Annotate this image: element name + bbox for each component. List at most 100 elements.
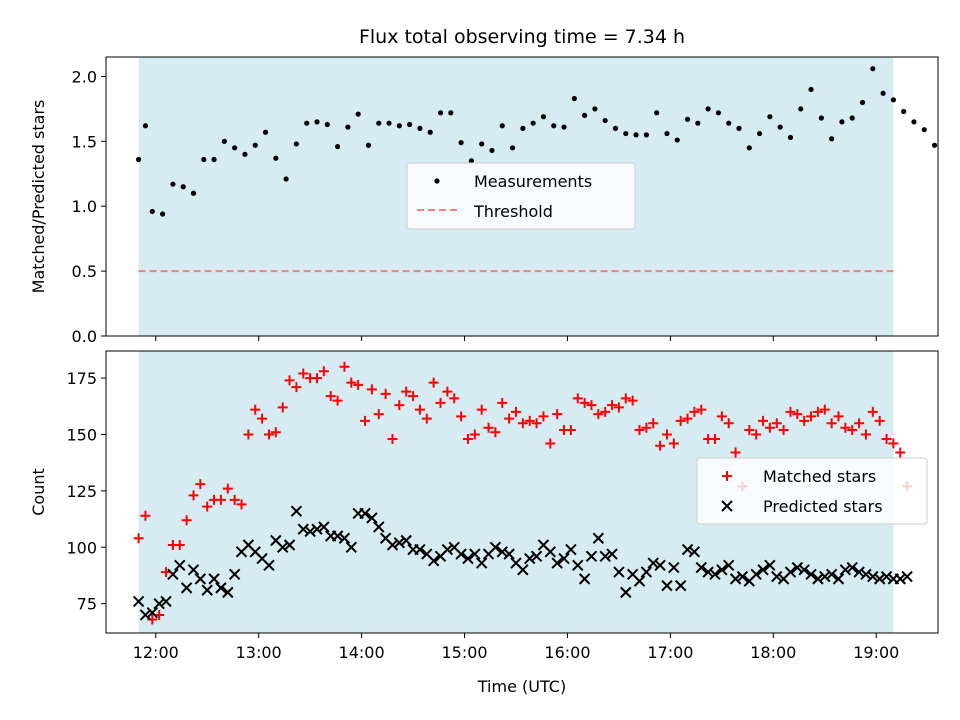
- matched-point: [414, 404, 425, 415]
- matched-point: [579, 397, 590, 408]
- matched-point: [188, 490, 199, 501]
- matched-point: [428, 377, 439, 388]
- matched-point: [215, 494, 226, 505]
- legend-label: Matched stars: [763, 467, 876, 486]
- matched-point: [538, 411, 549, 422]
- matched-point: [751, 429, 762, 440]
- predicted-point: [524, 552, 536, 565]
- legend-marker-measurements: [434, 178, 440, 184]
- predicted-point: [860, 568, 872, 581]
- matched-point: [785, 406, 796, 417]
- predicted-point: [359, 507, 371, 520]
- matched-point: [312, 373, 323, 384]
- data-point: [654, 110, 660, 116]
- data-point: [437, 110, 444, 116]
- predicted-point: [853, 566, 865, 578]
- y-tick-label: 125: [66, 482, 97, 501]
- x-tick-label: 15:00: [441, 643, 487, 662]
- data-point: [561, 124, 567, 130]
- legend: Measurements Threshold: [406, 162, 636, 230]
- matched-point: [771, 418, 782, 429]
- y-tick-label: 1.0: [72, 197, 97, 216]
- y-tick-label: 1.5: [72, 132, 97, 151]
- data-point: [509, 145, 516, 151]
- predicted-point: [654, 559, 666, 572]
- matched-point: [847, 424, 858, 435]
- matched-point: [236, 499, 247, 510]
- matched-point: [504, 413, 515, 424]
- data-point: [870, 66, 876, 72]
- data-point: [499, 123, 505, 129]
- data-point: [818, 115, 824, 121]
- matched-point: [202, 501, 213, 512]
- matched-point: [607, 400, 618, 411]
- x-tick-label: 14:00: [339, 643, 385, 662]
- data-point: [334, 143, 341, 150]
- series-1: [132, 505, 913, 621]
- matched-point: [593, 409, 604, 420]
- predicted-point: [194, 573, 207, 585]
- bottom-panel: 75 100 125 150 175 12:00 13:00 14:00 15:00 16:00 1…: [29, 350, 939, 696]
- predicted-point: [723, 559, 735, 572]
- data-point: [746, 145, 752, 151]
- predicted-point: [729, 573, 742, 585]
- matched-point: [730, 447, 741, 458]
- legend-label-threshold: Threshold: [473, 202, 553, 221]
- predicted-point: [880, 570, 893, 583]
- data-point: [458, 140, 464, 146]
- predicted-point: [551, 557, 563, 569]
- predicted-point: [613, 566, 625, 578]
- data-point: [520, 125, 526, 131]
- predicted-point: [496, 546, 508, 558]
- matched-point: [689, 406, 700, 417]
- data-point: [767, 114, 773, 120]
- predicted-point: [283, 539, 296, 551]
- predicted-point: [846, 561, 858, 574]
- data-point: [592, 106, 598, 112]
- y-tick-label: 150: [66, 425, 97, 444]
- predicted-point: [688, 546, 701, 558]
- predicted-point: [709, 568, 721, 581]
- data-point: [149, 208, 155, 215]
- matched-point: [476, 404, 487, 415]
- predicted-point: [606, 548, 618, 560]
- data-point: [386, 120, 392, 126]
- data-point: [211, 156, 217, 163]
- predicted-point: [373, 521, 385, 533]
- matched-point: [867, 406, 878, 417]
- data-point: [407, 121, 413, 128]
- predicted-point: [798, 564, 810, 576]
- matched-point: [888, 438, 899, 449]
- predicted-point: [345, 541, 358, 553]
- data-point: [623, 130, 629, 137]
- y-tick-label: 100: [66, 538, 97, 557]
- data-point: [715, 110, 722, 116]
- data-point: [551, 123, 557, 129]
- matched-point: [661, 429, 672, 440]
- predicted-point: [160, 595, 172, 608]
- matched-point: [675, 415, 686, 426]
- matched-point: [181, 515, 192, 526]
- legend-label: Measurements: [474, 172, 592, 191]
- predicted-point: [489, 541, 502, 553]
- matched-point: [195, 479, 206, 490]
- data-point: [262, 129, 269, 135]
- predicted-point: [784, 566, 797, 578]
- data-point: [221, 138, 227, 144]
- predicted-point: [366, 512, 378, 524]
- predicted-point: [139, 609, 152, 621]
- x-tick-label: 18:00: [750, 643, 796, 662]
- matched-point: [627, 395, 638, 406]
- predicted-point: [208, 573, 220, 585]
- matched-point: [531, 418, 542, 429]
- matched-point: [510, 406, 521, 417]
- predicted-point: [503, 548, 515, 560]
- matched-point: [709, 433, 720, 444]
- series-0: [135, 66, 938, 217]
- matched-point: [394, 400, 405, 411]
- data-point: [180, 184, 186, 190]
- x-axis-label: Time (UTC): [477, 677, 566, 696]
- data-point: [530, 120, 536, 126]
- predicted-point: [825, 568, 838, 581]
- data-point: [839, 119, 845, 125]
